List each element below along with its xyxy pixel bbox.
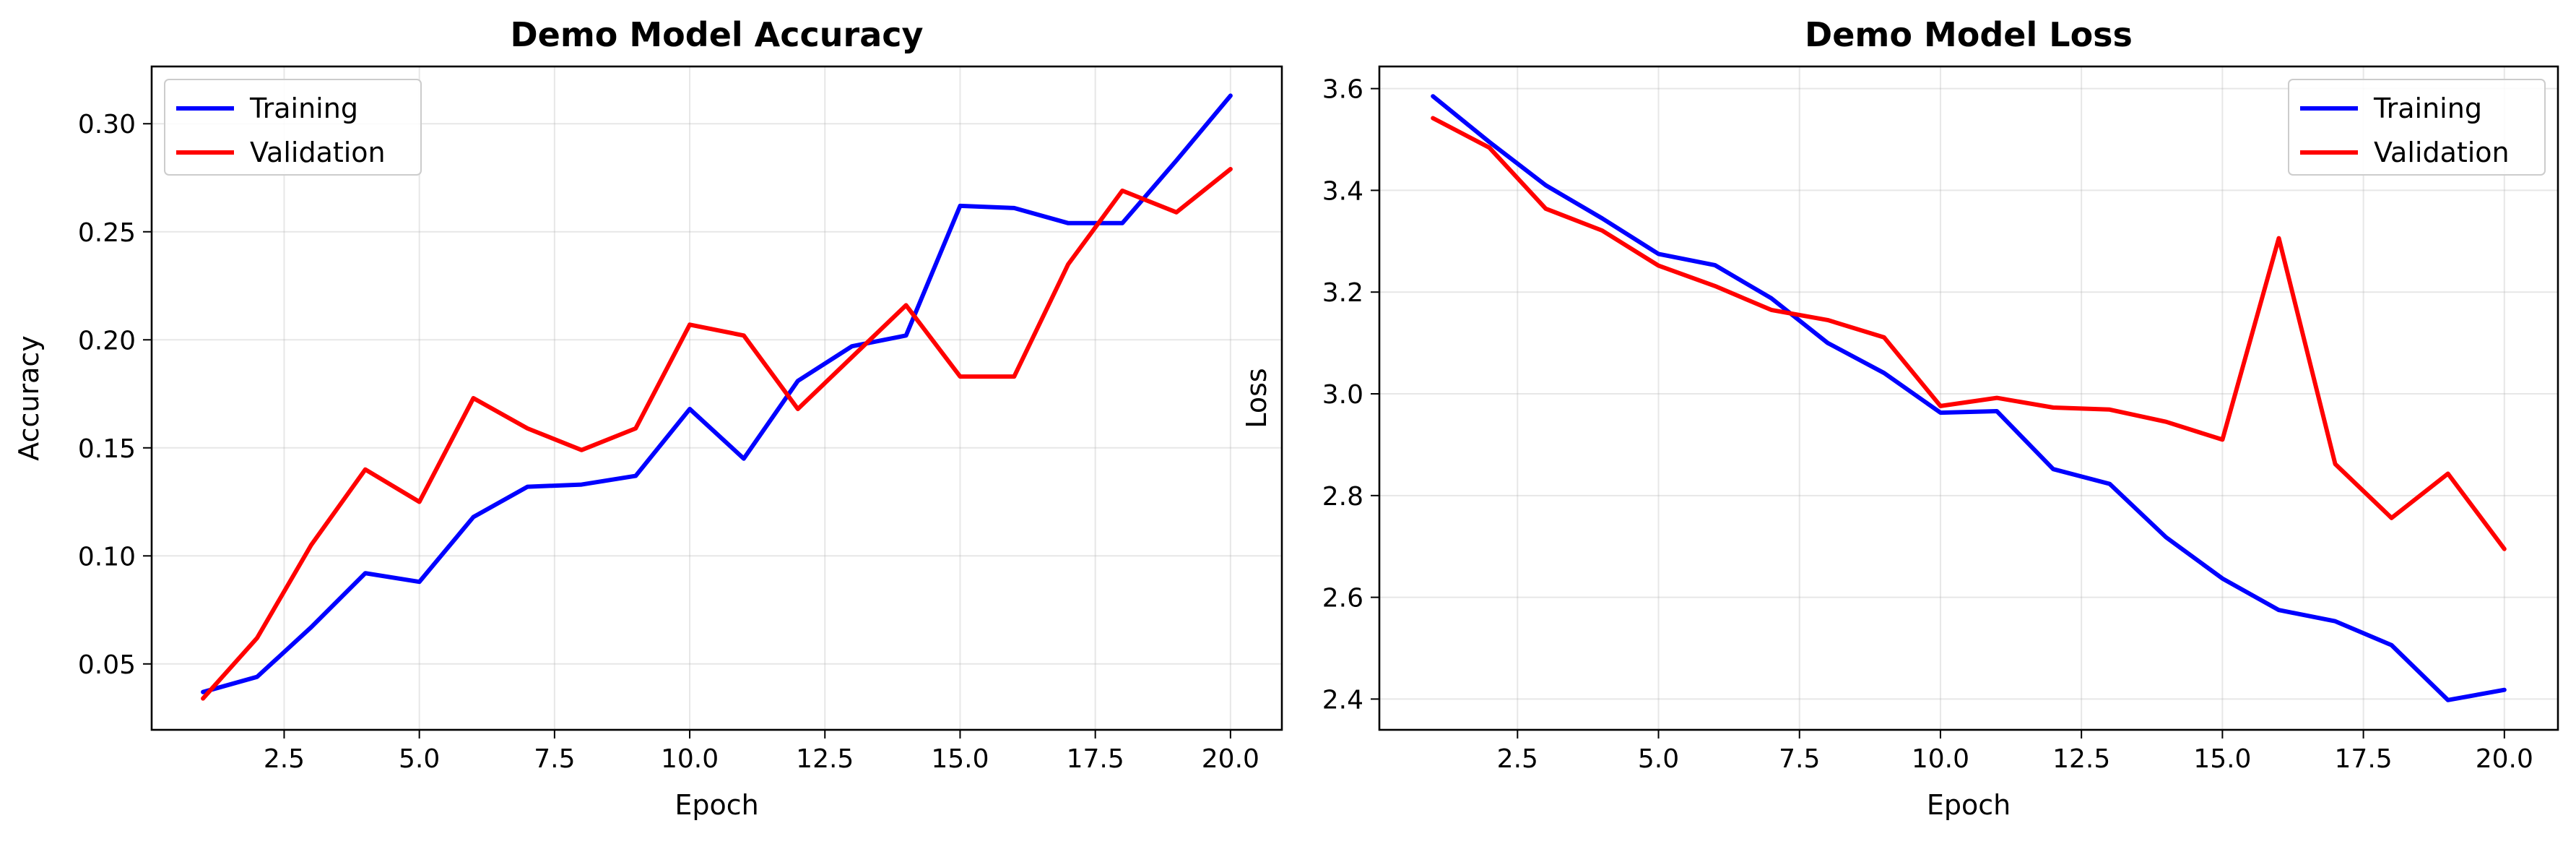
- y-tick-label: 0.15: [78, 434, 136, 464]
- x-axis-label: Epoch: [675, 789, 758, 821]
- x-tick-label: 12.5: [2052, 744, 2110, 774]
- chart-title: Demo Model Loss: [1805, 15, 2133, 54]
- legend: Training Validation: [164, 79, 422, 176]
- chart-panel-1: 2.5 5.0 7.5 10.0 12.5 15.0 17.5 20.0 2.4 2.6 2.8 3.…: [1241, 15, 2559, 821]
- y-axis-label: Accuracy: [13, 335, 45, 461]
- legend-label-validation: Validation: [2374, 137, 2510, 168]
- y-tick-label: 2.8: [1322, 482, 1363, 512]
- y-tick-label: 3.0: [1322, 380, 1363, 410]
- legend-label-training: Training: [2373, 92, 2482, 124]
- x-tick-label: 2.5: [264, 744, 305, 774]
- legend: Training Validation: [2288, 79, 2546, 176]
- legend-label-training: Training: [249, 92, 358, 124]
- x-tick-label: 15.0: [2193, 744, 2251, 774]
- x-tick-label: 17.5: [1067, 744, 1124, 774]
- plot-frame: [150, 65, 1283, 731]
- plot-frame: [1378, 65, 2559, 731]
- y-tick-label: 0.30: [78, 110, 136, 139]
- y-tick-label: 0.20: [78, 326, 136, 356]
- x-tick-label: 15.0: [931, 744, 989, 774]
- y-tick-label: 2.6: [1322, 584, 1363, 613]
- series-line-training: [1431, 94, 2507, 702]
- x-tick-label: 5.0: [399, 744, 440, 774]
- x-tick-label: 2.5: [1497, 744, 1538, 774]
- y-tick-label: 3.2: [1322, 278, 1363, 308]
- y-axis-label: Loss: [1241, 368, 1272, 428]
- series-line-training: [201, 93, 1233, 694]
- x-axis-label: Epoch: [1927, 789, 2011, 821]
- x-tick-label: 7.5: [1779, 744, 1820, 774]
- y-tick-label: 0.05: [78, 650, 136, 680]
- x-tick-label: 20.0: [2476, 744, 2533, 774]
- x-tick-label: 12.5: [796, 744, 854, 774]
- legend-label-validation: Validation: [250, 137, 386, 168]
- series-line-validation: [201, 167, 1233, 701]
- chart-title: Demo Model Accuracy: [510, 15, 923, 54]
- x-tick-label: 7.5: [534, 744, 575, 774]
- y-tick-label: 0.25: [78, 218, 136, 248]
- y-tick-label: 3.6: [1322, 75, 1363, 105]
- x-tick-label: 5.0: [1638, 744, 1679, 774]
- y-tick-label: 2.4: [1322, 685, 1363, 715]
- x-tick-label: 10.0: [1912, 744, 1969, 774]
- x-tick-label: 10.0: [661, 744, 719, 774]
- y-tick-label: 0.10: [78, 542, 136, 572]
- x-tick-label: 17.5: [2335, 744, 2393, 774]
- x-tick-label: 20.0: [1202, 744, 1259, 774]
- series-line-validation: [1431, 116, 2507, 551]
- chart-panel-0: 2.5 5.0 7.5 10.0 12.5 15.0 17.5 20.0 0.05 0.10 0.1…: [13, 15, 1283, 821]
- y-tick-label: 3.4: [1322, 176, 1363, 206]
